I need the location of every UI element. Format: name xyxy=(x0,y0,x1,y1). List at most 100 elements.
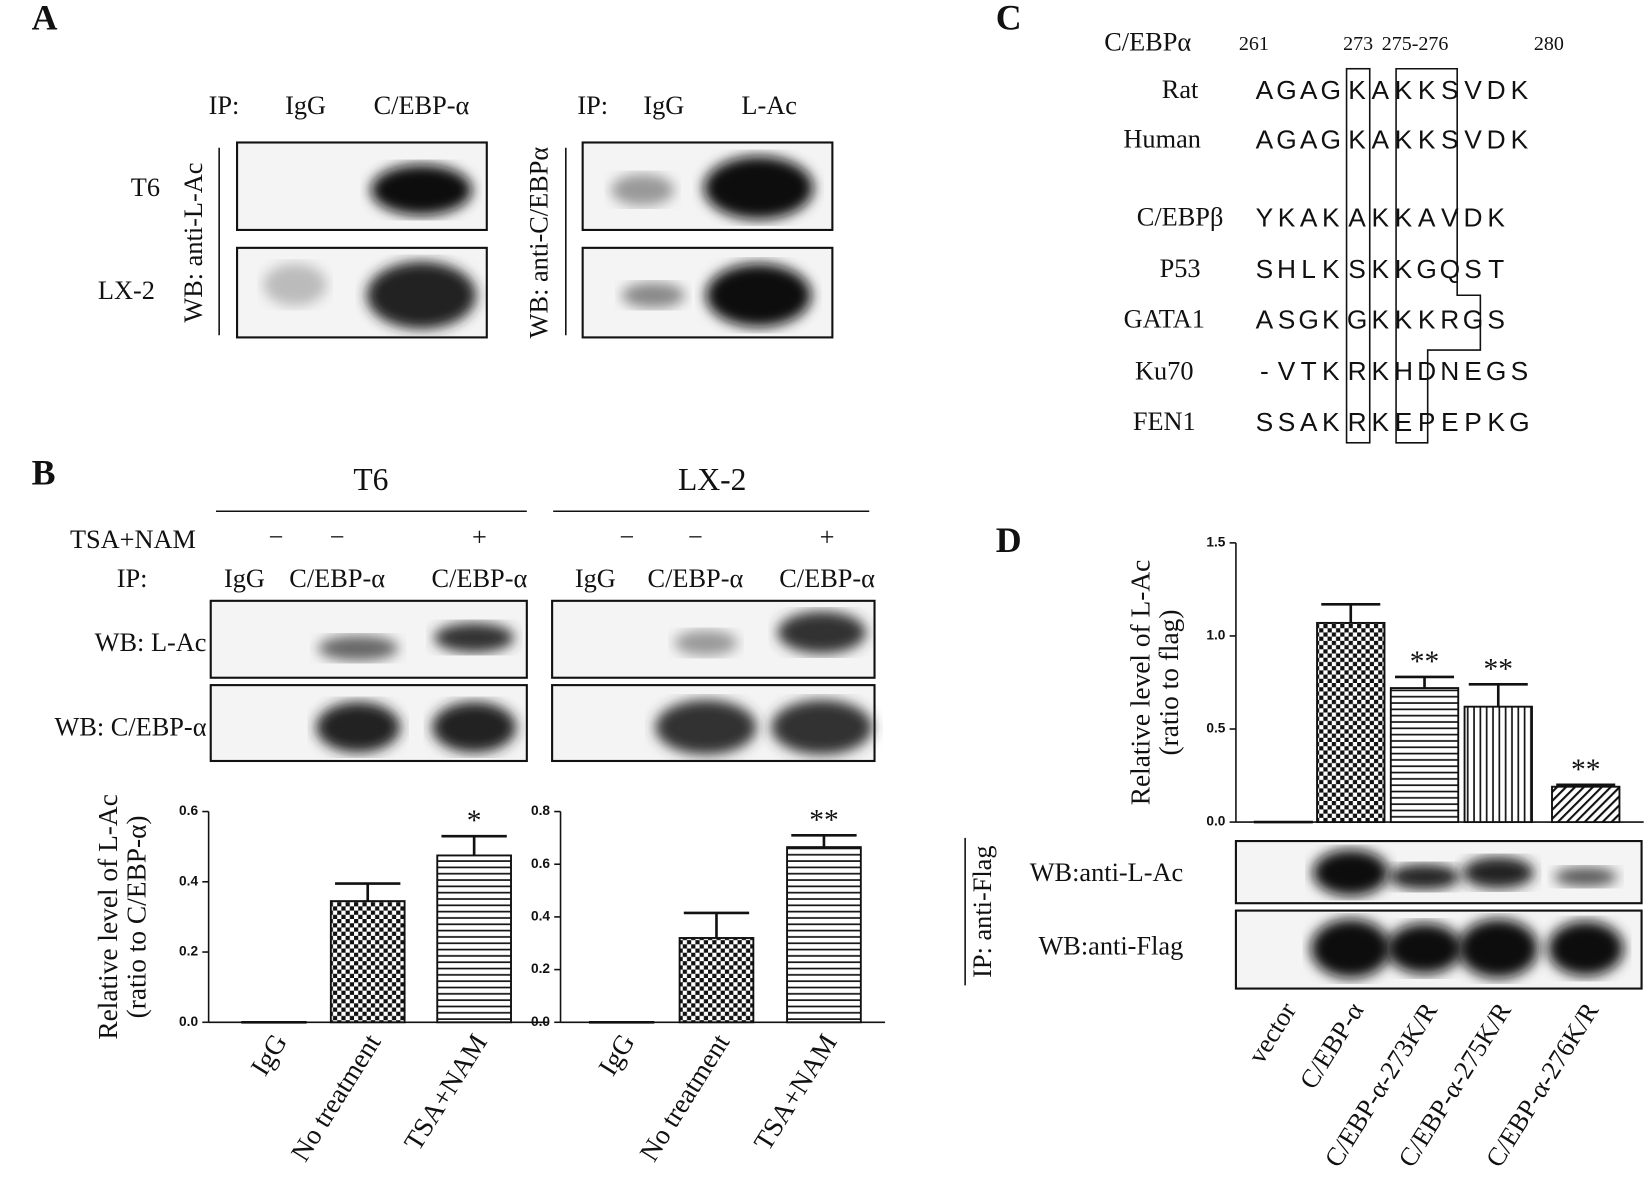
residue: S xyxy=(1441,124,1459,154)
residue: Y xyxy=(1256,202,1274,232)
ip-label: IP: xyxy=(117,564,148,593)
residue: H xyxy=(1277,254,1296,284)
y-tick-label: 0.0 xyxy=(179,1014,198,1029)
rules xyxy=(215,67,1482,986)
treatment-sign: + xyxy=(820,523,835,552)
residue: A xyxy=(1300,124,1318,154)
species-label: GATA1 xyxy=(1124,305,1205,334)
row-label: T6 xyxy=(131,173,160,202)
residue: K xyxy=(1418,75,1436,105)
residue: S xyxy=(1441,75,1459,105)
residue: K xyxy=(1322,407,1340,437)
residue: K xyxy=(1348,124,1366,154)
residue: G xyxy=(1298,305,1318,335)
x-tick-label: vector xyxy=(1243,997,1303,1068)
residue: S xyxy=(1256,254,1274,284)
lane-label: C/EBP-α xyxy=(432,564,528,593)
significance: * xyxy=(467,805,482,837)
residue: Q xyxy=(1440,254,1460,284)
bar xyxy=(436,854,512,1024)
y-tick-label: 0.0 xyxy=(1206,814,1225,829)
ip-label: IP: xyxy=(209,91,240,120)
position-label: 261 xyxy=(1239,33,1269,55)
residue: K xyxy=(1418,305,1436,335)
treatment-sign: − xyxy=(619,523,634,552)
residue: K xyxy=(1348,75,1366,105)
species-label: Human xyxy=(1123,124,1201,153)
bar xyxy=(678,937,755,1024)
residue: A xyxy=(1300,407,1318,437)
significance: ** xyxy=(1571,754,1601,786)
residue: A xyxy=(1256,305,1274,335)
lane-label: L-Ac xyxy=(741,91,797,120)
y-tick-label: 0.0 xyxy=(531,1014,550,1029)
residue: P xyxy=(1464,407,1482,437)
x-tick-label: IgG xyxy=(592,1029,640,1081)
bar xyxy=(329,900,406,1024)
group-label: T6 xyxy=(353,462,388,497)
residue: - xyxy=(1260,356,1269,386)
error-bar xyxy=(1321,602,1381,623)
y-tick-label: 0.4 xyxy=(179,873,198,888)
residue: D xyxy=(1417,356,1436,386)
y-tick-label: 0.6 xyxy=(531,856,550,871)
residue: V xyxy=(1278,356,1296,386)
x-tick-label: TSA+NAM xyxy=(398,1029,493,1156)
blots xyxy=(209,141,1643,990)
residue: G xyxy=(1509,407,1529,437)
x-tick-label: No treatment xyxy=(285,1028,387,1166)
residue: A xyxy=(1256,124,1274,154)
bar xyxy=(1389,687,1460,824)
residue: K xyxy=(1395,202,1413,232)
residue: G xyxy=(1321,124,1341,154)
residue: A xyxy=(1300,202,1318,232)
residue: L xyxy=(1301,254,1316,284)
residue: T xyxy=(1488,254,1504,284)
error-bar xyxy=(791,833,857,848)
treatment-sign: − xyxy=(688,523,703,552)
lane-label: C/EBP-α xyxy=(648,564,744,593)
residue: A xyxy=(1371,124,1389,154)
residue: R xyxy=(1440,305,1459,335)
residue: S xyxy=(1278,407,1296,437)
residue: K xyxy=(1371,407,1389,437)
residue: S xyxy=(1511,356,1529,386)
residue: V xyxy=(1464,75,1482,105)
y-tick-label: 0.2 xyxy=(531,961,550,976)
treatment-sign: − xyxy=(269,523,284,552)
y-axis-label: Relative level of L-Ac xyxy=(1125,560,1155,806)
group-label: LX-2 xyxy=(678,462,746,497)
wb-label: WB: C/EBP-α xyxy=(54,712,206,741)
residue: G xyxy=(1347,305,1367,335)
residue: S xyxy=(1464,254,1482,284)
wb-label: WB: anti-C/EBPα xyxy=(525,147,554,339)
y-tick-label: 0.8 xyxy=(531,803,550,818)
error-bar xyxy=(1395,675,1455,689)
significance: ** xyxy=(1484,653,1514,685)
residue: S xyxy=(1348,254,1366,284)
residue: N xyxy=(1440,356,1459,386)
residue: D xyxy=(1487,124,1506,154)
residue: K xyxy=(1278,202,1296,232)
row-label: LX-2 xyxy=(98,276,155,305)
species-label: C/EBPβ xyxy=(1137,202,1224,231)
treatment-sign: + xyxy=(472,523,487,552)
ip-label: IP: anti-Flag xyxy=(968,845,997,977)
y-axis-label: (ratio to C/EBP-α) xyxy=(121,815,151,1018)
residue: G xyxy=(1463,305,1483,335)
treatment-sign: − xyxy=(330,523,345,552)
y-tick-label: 1.5 xyxy=(1206,534,1225,549)
species-label: Ku70 xyxy=(1135,356,1194,385)
residue: E xyxy=(1441,407,1459,437)
lane-label: C/EBP-α xyxy=(779,564,875,593)
residue: R xyxy=(1348,407,1367,437)
lane-label: C/EBP-α xyxy=(289,564,385,593)
lane-label: IgG xyxy=(575,564,616,593)
residue: D xyxy=(1463,202,1482,232)
residue: D xyxy=(1487,75,1506,105)
residue: A xyxy=(1256,75,1274,105)
significance: ** xyxy=(809,804,839,836)
residue: K xyxy=(1418,124,1436,154)
